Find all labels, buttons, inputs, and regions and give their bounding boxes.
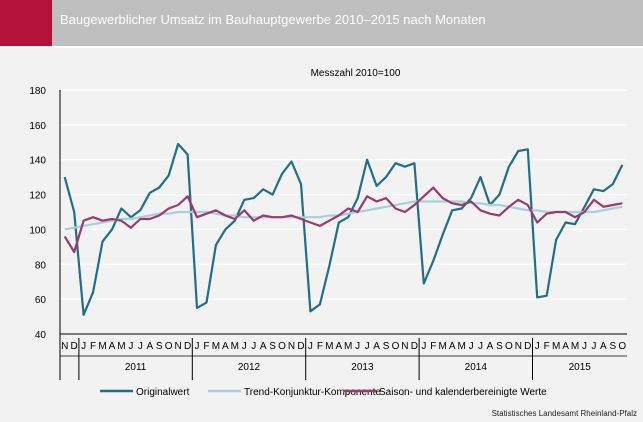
x-tick-label: J (535, 341, 540, 352)
x-tick-label: D (411, 341, 418, 352)
source-note: Statistisches Landesamt Rheinland-Pfalz (491, 409, 637, 418)
x-tick-label: A (562, 341, 569, 352)
x-tick-label: F (430, 341, 436, 352)
chart-subtitle: Messzahl 2010=100 (311, 68, 401, 79)
x-tick-label: A (487, 341, 494, 352)
x-tick-label: N (175, 341, 182, 352)
x-tick-label: M (439, 341, 447, 352)
year-label: 2013 (351, 362, 374, 373)
x-tick-label: A (600, 341, 607, 352)
chart-panel: Messzahl 2010=100 40 60 80 100 120 140 160 180 N D… (0, 48, 643, 422)
x-tick-label: J (469, 341, 474, 352)
chart-title: Baugewerblicher Umsatz im Bauhauptgewerb… (60, 12, 486, 27)
x-tick-label: D (184, 341, 191, 352)
x-tick-label: J (242, 341, 247, 352)
x-tick-label: M (325, 341, 333, 352)
x-tick-label: S (609, 341, 616, 352)
x-tick-label: F (317, 341, 323, 352)
x-tick-label: O (165, 341, 173, 352)
header-accent-block (0, 0, 52, 46)
x-tick-label: J (308, 341, 313, 352)
x-tick-label: N (515, 341, 522, 352)
year-label: 2014 (465, 362, 488, 373)
x-tick-label: M (457, 341, 465, 352)
x-tick-label: J (128, 341, 133, 352)
x-tick-label: J (365, 341, 370, 352)
x-tick-label: M (552, 341, 560, 352)
y-tick-label: 60 (35, 295, 47, 306)
x-tick-label: N (61, 341, 68, 352)
x-tick-label: A (260, 341, 267, 352)
x-tick-label: F (544, 341, 550, 352)
x-tick-label: D (71, 341, 78, 352)
legend-label: Saison- und kalenderbereinigte Werte (379, 387, 547, 398)
x-tick-label: J (355, 341, 360, 352)
x-tick-label: M (231, 341, 239, 352)
x-tick-label: S (269, 341, 276, 352)
x-tick-label: F (90, 341, 96, 352)
x-tick-label: S (156, 341, 163, 352)
x-tick-label: S (496, 341, 503, 352)
year-label: 2011 (125, 362, 147, 373)
year-label: 2012 (238, 362, 261, 373)
y-tick-label: 140 (29, 156, 46, 167)
x-tick-label: S (383, 341, 390, 352)
x-tick-label: J (591, 341, 596, 352)
header-bar: Baugewerblicher Umsatz im Bauhauptgewerb… (0, 0, 643, 46)
series-line-saison-und-kalenderbereinigte-werte (63, 186, 623, 254)
x-tick-label: O (618, 341, 626, 352)
x-tick-label: J (582, 341, 587, 352)
year-label: 2015 (569, 362, 592, 373)
x-tick-label: A (109, 341, 116, 352)
x-tick-label: A (146, 341, 153, 352)
x-tick-label: M (117, 341, 125, 352)
x-tick-label: J (195, 341, 200, 352)
x-tick-label: M (212, 341, 220, 352)
x-tick-label: A (373, 341, 380, 352)
y-tick-label: 120 (29, 191, 46, 202)
legend-label: Originalwert (136, 387, 190, 398)
series-line-originalwert (63, 142, 624, 316)
x-tick-label: F (203, 341, 209, 352)
x-tick-label: A (449, 341, 456, 352)
y-tick-label: 100 (29, 225, 46, 236)
x-tick-label: J (81, 341, 86, 352)
y-tick-label: 160 (29, 121, 46, 132)
x-tick-label: M (98, 341, 106, 352)
x-tick-label: O (505, 341, 513, 352)
x-tick-label: M (571, 341, 579, 352)
x-tick-label: J (251, 341, 256, 352)
x-tick-label: A (335, 341, 342, 352)
x-tick-label: M (344, 341, 352, 352)
x-tick-label: O (278, 341, 286, 352)
y-tick-label: 180 (29, 86, 46, 97)
x-tick-label: N (401, 341, 408, 352)
y-tick-label: 80 (35, 260, 47, 271)
x-tick-label: J (421, 341, 426, 352)
x-tick-label: O (392, 341, 400, 352)
x-tick-label: D (297, 341, 304, 352)
y-tick-label: 40 (35, 330, 47, 341)
series-line-trend-konjunktur-komponente (64, 200, 623, 231)
x-tick-label: A (222, 341, 229, 352)
x-tick-label: J (478, 341, 483, 352)
legend-label: Trend-Konjunktur-Komponente (244, 387, 381, 398)
x-tick-label: D (524, 341, 531, 352)
x-tick-label: N (288, 341, 295, 352)
x-tick-label: J (138, 341, 143, 352)
